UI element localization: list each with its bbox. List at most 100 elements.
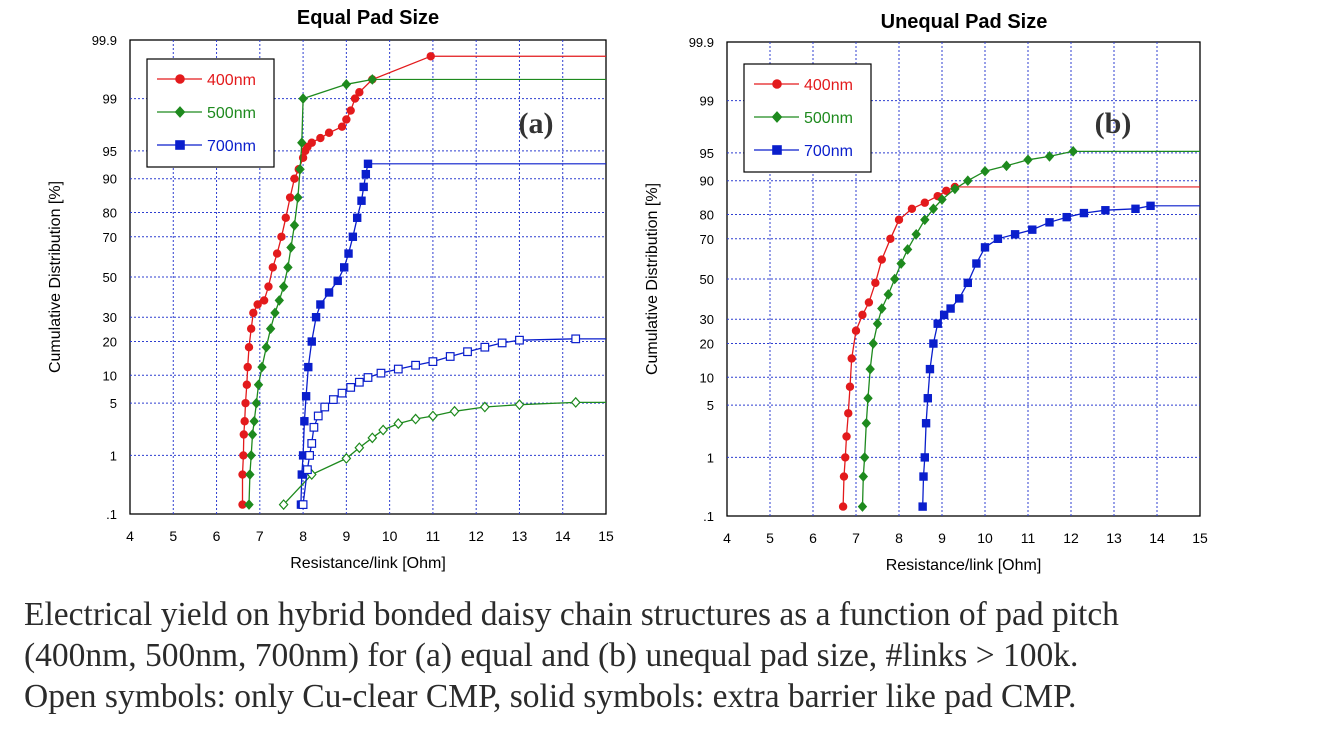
legend-entry-label: 500nm	[804, 110, 853, 127]
y-tick-label: 90	[103, 172, 117, 187]
x-tick-label: 10	[382, 528, 398, 544]
x-tick-label: 10	[977, 530, 993, 546]
data-point	[896, 258, 906, 269]
data-point	[889, 273, 900, 285]
data-point	[270, 307, 280, 319]
data-point	[920, 214, 930, 226]
legend: 400nm 500nm 700nm	[146, 58, 275, 168]
data-point	[344, 249, 353, 258]
x-tick-label: 7	[256, 528, 264, 544]
data-point	[285, 193, 295, 202]
data-point	[240, 417, 249, 426]
data-point	[304, 362, 313, 372]
data-point	[320, 402, 330, 412]
data-point	[333, 276, 342, 286]
legend-entry-label: 400nm	[804, 77, 853, 94]
data-point	[911, 228, 921, 240]
data-point	[286, 242, 296, 253]
series-700nm	[918, 201, 1200, 511]
series-400nm	[838, 182, 1200, 511]
legend-marker	[175, 140, 185, 150]
data-point	[950, 183, 960, 195]
data-point	[428, 410, 438, 422]
x-tick-label: 4	[723, 530, 731, 546]
data-point	[354, 442, 365, 454]
data-point	[376, 368, 386, 378]
data-point	[253, 379, 264, 391]
data-point	[309, 422, 319, 432]
data-point	[963, 175, 973, 187]
y-tick-label: 20	[700, 337, 714, 352]
data-point	[861, 417, 872, 429]
legend-marker	[174, 106, 186, 118]
data-point	[411, 360, 420, 370]
data-point	[243, 362, 252, 372]
data-point	[307, 337, 316, 346]
x-tick-label: 13	[1106, 530, 1122, 546]
y-tick-label: 30	[103, 310, 117, 325]
data-point	[272, 249, 282, 258]
data-point	[253, 300, 262, 309]
y-tick-label: 5	[110, 396, 117, 411]
data-point	[295, 163, 305, 175]
data-point	[864, 298, 874, 307]
data-point	[238, 470, 247, 479]
data-point	[937, 194, 947, 205]
data-point	[963, 278, 973, 288]
data-point	[1068, 146, 1078, 157]
data-point	[307, 439, 317, 448]
y-tick-label: 70	[103, 230, 117, 245]
data-point	[393, 364, 403, 374]
x-tick-label: 6	[809, 530, 817, 546]
data-point	[239, 430, 249, 439]
data-point	[929, 339, 938, 348]
x-tick-label: 9	[342, 528, 350, 544]
series-700nm-cu-clear	[298, 334, 606, 510]
data-point	[340, 263, 349, 272]
caption-line-2: (400nm, 500nm, 700nm) for (a) equal and …	[24, 637, 1079, 674]
data-point	[894, 215, 904, 224]
data-point	[244, 499, 254, 510]
x-tick-label: 15	[598, 528, 614, 544]
data-point	[479, 401, 490, 413]
data-point	[337, 388, 347, 398]
data-point	[264, 282, 273, 291]
data-point	[1062, 212, 1071, 222]
y-tick-label: 30	[700, 312, 714, 327]
data-point	[838, 502, 848, 511]
data-point	[847, 354, 856, 363]
data-point	[348, 232, 358, 241]
data-point	[301, 392, 311, 401]
data-point	[883, 289, 893, 300]
data-point	[367, 74, 378, 85]
data-point	[297, 137, 307, 149]
panel-label: (a)	[519, 107, 554, 140]
caption-line-3: Open symbols: only Cu-clear CMP, solid s…	[24, 678, 1077, 715]
data-point	[300, 417, 309, 426]
data-point	[907, 204, 917, 213]
y-tick-label: 90	[700, 174, 714, 189]
data-point	[426, 52, 435, 61]
x-tick-label: 13	[512, 528, 528, 544]
data-point	[352, 213, 362, 222]
series-line	[248, 78, 373, 505]
data-point	[361, 169, 371, 179]
data-point	[1101, 206, 1110, 215]
y-axis-label: Cumulative Distribution [%]	[47, 181, 64, 373]
data-point	[868, 338, 878, 349]
data-point	[278, 499, 289, 511]
y-tick-label: 1	[707, 450, 714, 465]
data-point	[293, 192, 303, 203]
x-axis-label: Resistance/link [Ohm]	[886, 557, 1042, 574]
data-point	[463, 347, 472, 357]
data-point	[928, 203, 939, 215]
data-point	[297, 470, 306, 479]
x-tick-label: 11	[1021, 530, 1036, 546]
legend-entry-label: 700nm	[804, 143, 853, 160]
data-point	[337, 122, 347, 131]
data-point	[1146, 201, 1155, 211]
data-point	[378, 424, 389, 436]
data-point	[298, 93, 308, 104]
y-tick-label: 1	[110, 448, 117, 463]
series-500nm	[857, 146, 1200, 512]
